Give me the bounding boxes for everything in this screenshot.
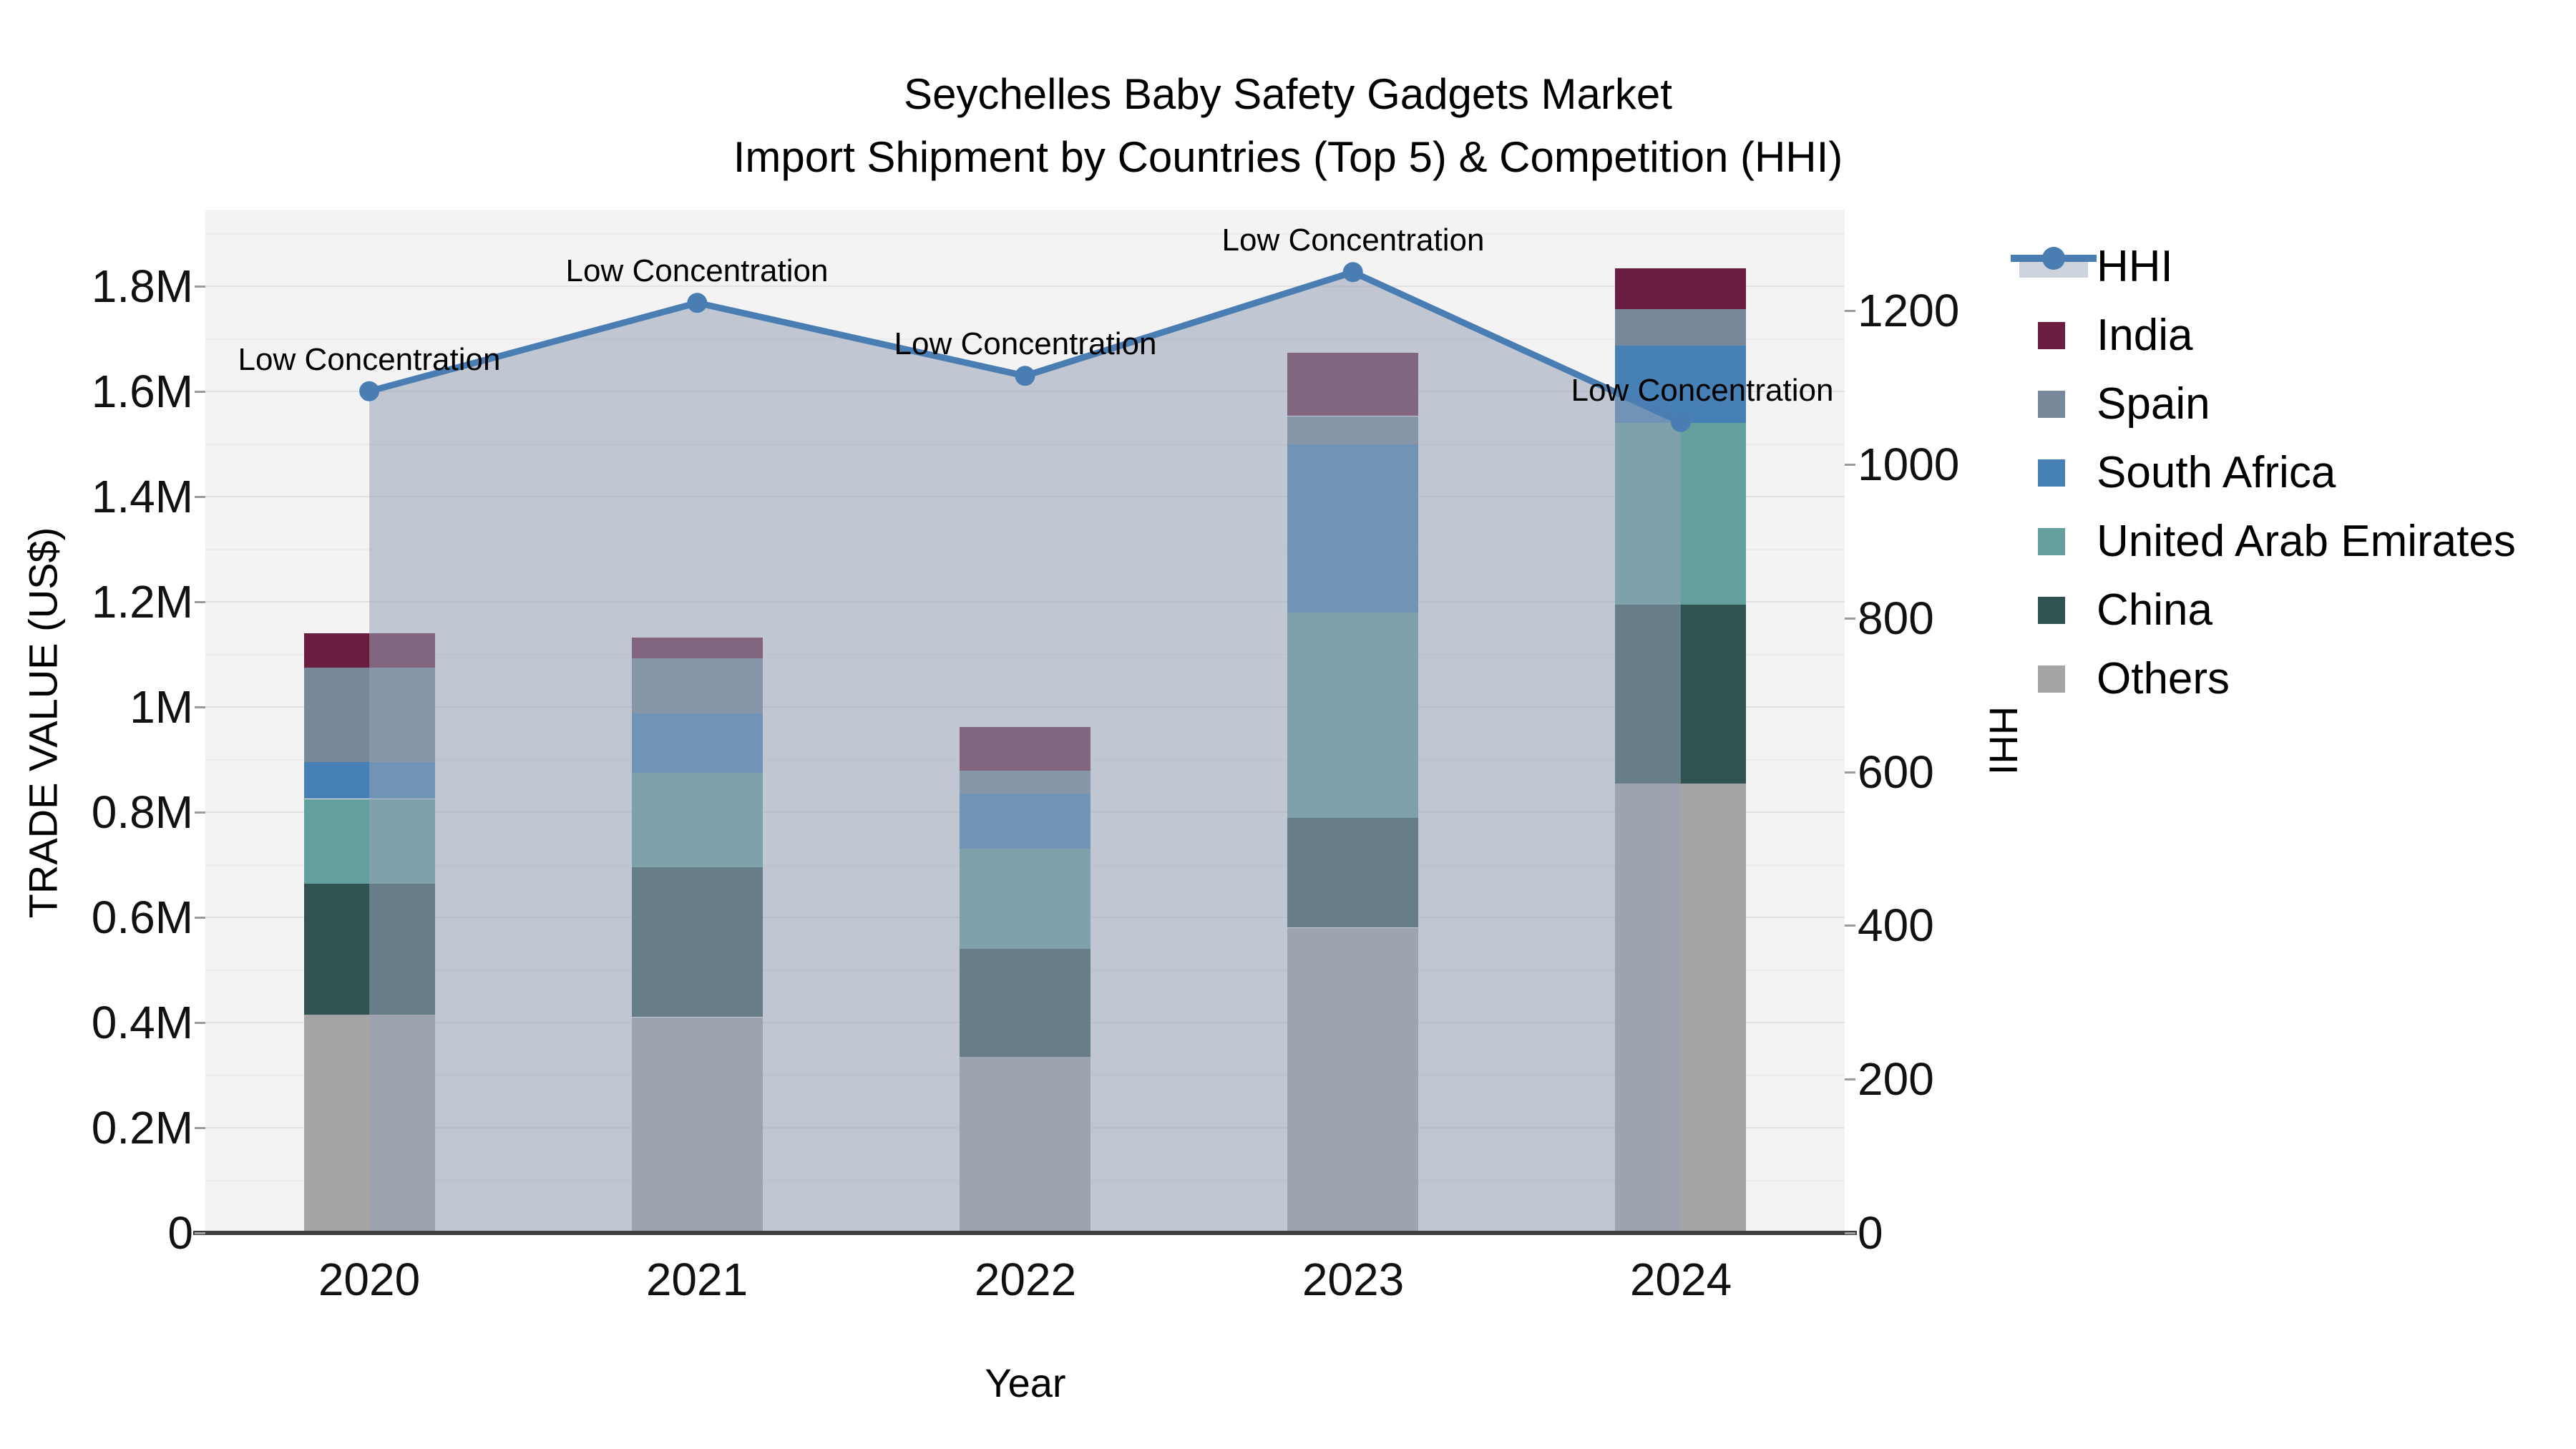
legend-item-spain[interactable]: Spain xyxy=(2004,370,2576,439)
gridline-minor xyxy=(205,338,1845,340)
y-left-tick-mark xyxy=(195,917,205,919)
y-right-tick-label: 600 xyxy=(1858,746,1934,798)
y-right-tick-mark xyxy=(1845,771,1855,774)
legend-label: South Africa xyxy=(2097,448,2336,497)
hhi-marker xyxy=(1015,366,1035,386)
y-left-tick-mark xyxy=(195,286,205,288)
legend-label: Spain xyxy=(2097,379,2210,429)
x-tick-label-2022: 2022 xyxy=(974,1254,1077,1305)
x-tick-label-2024: 2024 xyxy=(1629,1254,1732,1305)
y-right-tick-mark xyxy=(1845,618,1855,620)
y-right-tick-label: 1200 xyxy=(1858,285,1960,336)
chart-title-line2: Import Shipment by Countries (Top 5) & C… xyxy=(733,133,1843,181)
y-right-tick-label: 0 xyxy=(1858,1207,1883,1259)
legend-swatch-others xyxy=(2038,665,2065,693)
hhi-legend-marker-icon xyxy=(2042,247,2065,270)
legend-swatch-spain xyxy=(2038,391,2065,418)
annotation-low-concentration: Low Concentration xyxy=(238,342,501,377)
gridline-major xyxy=(205,286,1845,287)
hhi-marker xyxy=(359,381,380,401)
legend-label: Others xyxy=(2097,654,2230,703)
x-tick-label-2023: 2023 xyxy=(1302,1254,1405,1305)
y-right-tick-mark xyxy=(1845,1078,1855,1080)
chart-title: Seychelles Baby Safety Gadgets Market Im… xyxy=(0,63,2576,189)
chart-title-line1: Seychelles Baby Safety Gadgets Market xyxy=(904,70,1672,118)
y-left-tick-label: 1.2M xyxy=(91,576,193,628)
hhi-marker xyxy=(687,293,708,313)
y-right-tick-label: 200 xyxy=(1858,1053,1934,1105)
legend-label: United Arab Emirates xyxy=(2097,517,2516,566)
annotation-low-concentration: Low Concentration xyxy=(894,326,1157,361)
y-left-tick-label: 0 xyxy=(167,1207,193,1259)
legend: HHI India Spain South Africa United Arab Emi… xyxy=(2004,233,2576,733)
y-left-tick-mark xyxy=(195,811,205,814)
legend-label: HHI xyxy=(2097,242,2173,291)
y-right-tick-mark xyxy=(1845,1232,1855,1234)
gridline-minor xyxy=(205,233,1845,235)
hhi-marker xyxy=(1670,411,1691,432)
y-left-tick-mark xyxy=(195,1127,205,1129)
legend-swatch-india xyxy=(2038,322,2065,349)
legend-label: China xyxy=(2097,585,2212,635)
y-right-tick-label: 1000 xyxy=(1858,439,1960,490)
y-left-tick-mark xyxy=(195,601,205,603)
y-left-tick-label: 0.2M xyxy=(91,1102,193,1153)
y-left-tick-mark xyxy=(195,706,205,708)
legend-item-india[interactable]: India xyxy=(2004,301,2576,370)
legend-label: India xyxy=(2097,311,2193,360)
legend-item-others[interactable]: Others xyxy=(2004,645,2576,713)
legend-swatch-united-arab-emirates xyxy=(2038,528,2065,555)
x-axis-line xyxy=(193,1231,1857,1235)
y-left-tick-label: 1.8M xyxy=(91,260,193,312)
x-axis-title: Year xyxy=(985,1360,1066,1405)
bar-segment-spain xyxy=(1615,309,1746,346)
y-left-tick-mark xyxy=(195,391,205,393)
y-left-tick-label: 1M xyxy=(130,681,193,733)
legend-swatch-china xyxy=(2038,597,2065,624)
y-right-tick-mark xyxy=(1845,924,1855,927)
hhi-marker xyxy=(1342,262,1363,283)
legend-item-china[interactable]: China xyxy=(2004,576,2576,645)
hhi-area-fill xyxy=(369,272,1681,1234)
annotation-low-concentration: Low Concentration xyxy=(565,253,829,288)
y-left-tick-label: 1.4M xyxy=(91,471,193,522)
y-left-tick-label: 1.6M xyxy=(91,366,193,417)
y-left-tick-label: 0.4M xyxy=(91,997,193,1048)
x-tick-label-2020: 2020 xyxy=(318,1254,421,1305)
y-left-tick-label: 0.8M xyxy=(91,786,193,838)
y-left-tick-label: 0.6M xyxy=(91,892,193,943)
y-right-tick-mark xyxy=(1845,310,1855,312)
bar-segment-india xyxy=(1615,268,1746,309)
y-left-tick-mark xyxy=(195,496,205,498)
legend-item-united-arab-emirates[interactable]: United Arab Emirates xyxy=(2004,507,2576,576)
y-right-tick-label: 400 xyxy=(1858,899,1934,951)
annotation-low-concentration: Low Concentration xyxy=(1571,373,1834,408)
y-left-tick-mark xyxy=(195,1232,205,1234)
annotation-low-concentration: Low Concentration xyxy=(1221,223,1485,258)
y-right-tick-label: 800 xyxy=(1858,592,1934,644)
y-right-tick-mark xyxy=(1845,464,1855,466)
legend-swatch-south-africa xyxy=(2038,459,2065,487)
y-left-tick-mark xyxy=(195,1022,205,1024)
legend-item-south-africa[interactable]: South Africa xyxy=(2004,439,2576,507)
x-tick-label-2021: 2021 xyxy=(645,1254,748,1305)
legend-item-hhi[interactable]: HHI xyxy=(2004,233,2576,301)
